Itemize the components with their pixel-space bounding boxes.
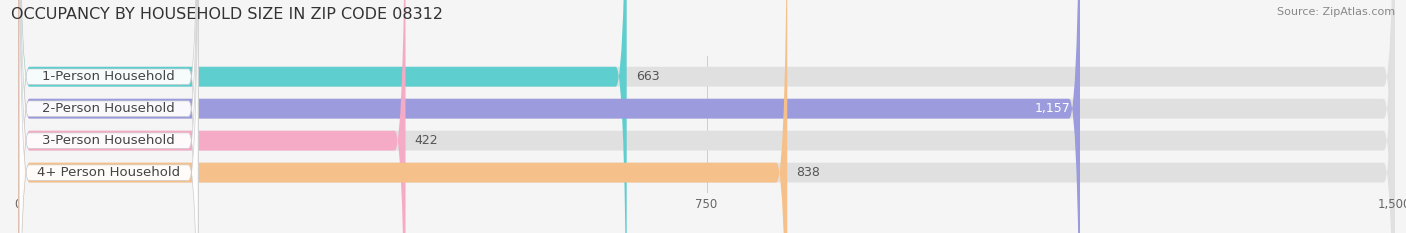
- Text: 838: 838: [796, 166, 820, 179]
- FancyBboxPatch shape: [18, 0, 1080, 233]
- Text: 2-Person Household: 2-Person Household: [42, 102, 174, 115]
- Text: 4+ Person Household: 4+ Person Household: [37, 166, 180, 179]
- FancyBboxPatch shape: [20, 0, 198, 233]
- FancyBboxPatch shape: [18, 0, 1395, 233]
- Text: 1,157: 1,157: [1035, 102, 1071, 115]
- Text: Source: ZipAtlas.com: Source: ZipAtlas.com: [1277, 7, 1395, 17]
- FancyBboxPatch shape: [18, 0, 405, 233]
- FancyBboxPatch shape: [18, 0, 1395, 233]
- Text: 422: 422: [415, 134, 439, 147]
- FancyBboxPatch shape: [20, 0, 198, 233]
- FancyBboxPatch shape: [18, 0, 1395, 233]
- FancyBboxPatch shape: [18, 0, 627, 233]
- FancyBboxPatch shape: [18, 0, 787, 233]
- Text: OCCUPANCY BY HOUSEHOLD SIZE IN ZIP CODE 08312: OCCUPANCY BY HOUSEHOLD SIZE IN ZIP CODE …: [11, 7, 443, 22]
- FancyBboxPatch shape: [20, 0, 198, 233]
- Text: 1-Person Household: 1-Person Household: [42, 70, 174, 83]
- FancyBboxPatch shape: [18, 0, 1395, 233]
- Text: 3-Person Household: 3-Person Household: [42, 134, 174, 147]
- FancyBboxPatch shape: [20, 0, 198, 233]
- Text: 663: 663: [636, 70, 659, 83]
